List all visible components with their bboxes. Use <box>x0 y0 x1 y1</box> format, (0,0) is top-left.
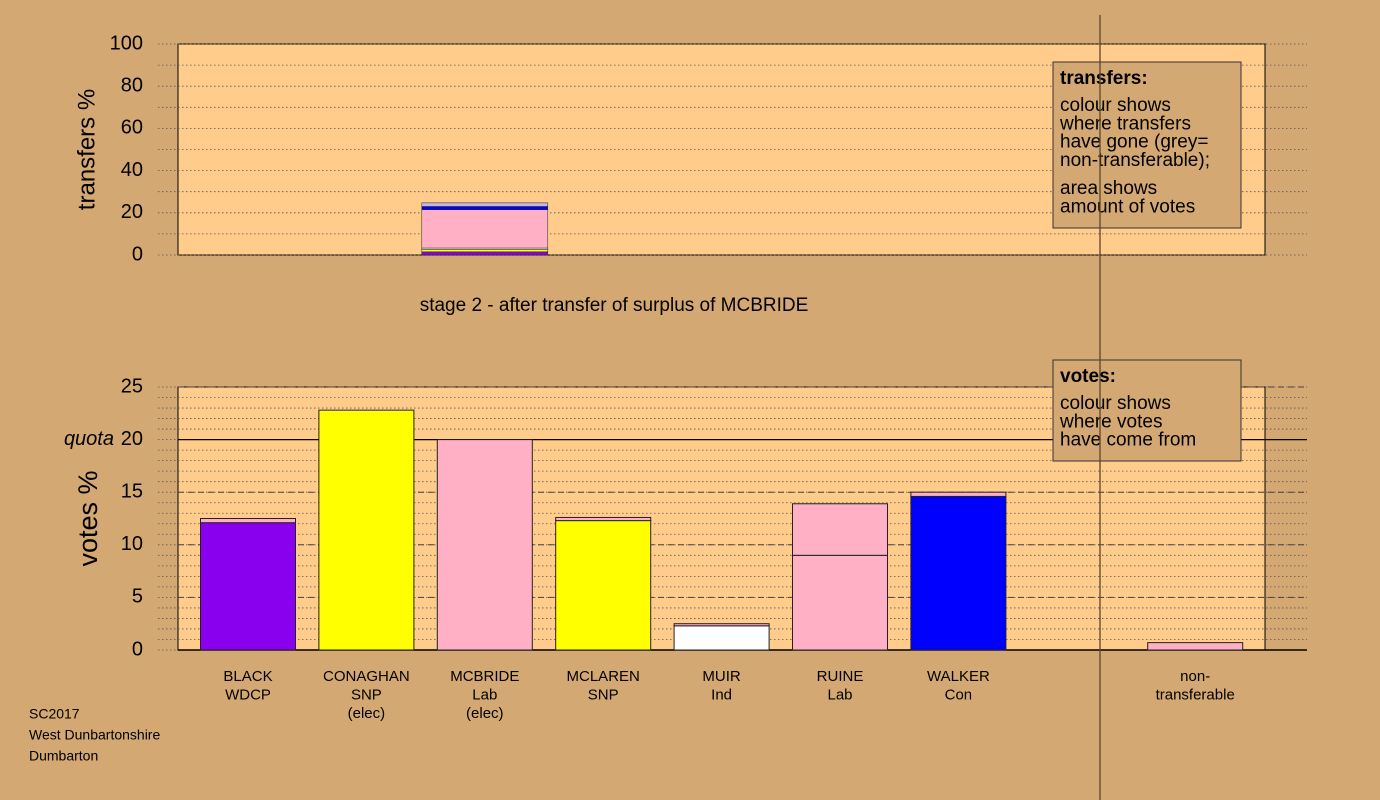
x-tick-label: SNP <box>588 686 619 703</box>
x-tick-label: Lab <box>827 686 852 703</box>
note-text: have come from <box>1060 430 1196 451</box>
bar-segment <box>792 554 888 651</box>
note-text: amount of votes <box>1060 197 1195 218</box>
y-tick-label: 40 <box>121 159 143 181</box>
bar-segment <box>792 503 888 556</box>
y-tick-label: 0 <box>132 638 143 660</box>
note-title: transfers: <box>1060 68 1148 89</box>
footer-text: Dumbarton <box>29 748 98 764</box>
bar-segment <box>436 439 533 651</box>
y-tick-label: 10 <box>121 533 143 555</box>
y-tick-label: 100 <box>110 32 143 54</box>
y-axis-title: transfers % <box>73 89 100 210</box>
bar-segment <box>910 495 1007 651</box>
bar-segment <box>555 516 652 522</box>
x-tick-label: BLACK <box>223 668 272 685</box>
x-tick-label: (elec) <box>466 705 504 722</box>
bar-segment <box>555 520 652 651</box>
note-text: have gone (grey= <box>1060 132 1208 153</box>
y-tick-label: 20 <box>121 428 143 450</box>
note-text: colour shows <box>1060 393 1171 414</box>
x-tick-label: MCBRIDE <box>450 668 519 685</box>
y-tick-label: 25 <box>121 375 143 397</box>
note-text: colour shows <box>1060 95 1171 116</box>
footer-text: West Dunbartonshire <box>29 727 160 743</box>
x-tick-label: Ind <box>711 686 732 703</box>
bar-segment <box>421 206 549 210</box>
x-tick-label: WALKER <box>927 668 990 685</box>
caption: stage 2 - after transfer of surplus of M… <box>420 295 809 316</box>
footer-text: SC2017 <box>29 706 80 722</box>
bar-segment <box>673 625 770 651</box>
quota-label: quota <box>64 428 114 450</box>
x-tick-label: Lab <box>472 686 497 703</box>
x-tick-label: Con <box>945 686 973 703</box>
bar-segment <box>200 518 296 524</box>
bar-segment <box>200 522 296 651</box>
y-axis-title: votes % <box>73 470 103 566</box>
note-box <box>1052 359 1242 462</box>
note-text: where votes <box>1059 411 1162 432</box>
note-box <box>1052 61 1242 229</box>
y-tick-label: 0 <box>132 243 143 265</box>
bar-segment <box>1147 642 1244 651</box>
bar-segment <box>421 209 549 249</box>
bar-segment <box>673 623 770 627</box>
bar-segment <box>421 251 549 256</box>
x-tick-label: (elec) <box>348 705 386 722</box>
x-tick-label: transferable <box>1156 686 1235 703</box>
x-tick-label: CONAGHAN <box>323 668 410 685</box>
bar-segment <box>318 409 415 651</box>
bar-segment <box>910 491 1007 497</box>
x-tick-label: non- <box>1180 668 1210 685</box>
x-tick-label: WDCP <box>225 686 271 703</box>
y-tick-label: 20 <box>121 201 143 223</box>
y-tick-label: 5 <box>132 586 143 608</box>
note-text: non-transferable); <box>1060 150 1210 171</box>
bar-segment <box>421 249 549 253</box>
x-tick-label: RUINE <box>817 668 864 685</box>
note-text: area shows <box>1060 178 1157 199</box>
y-tick-label: 80 <box>121 74 143 96</box>
note-title: votes: <box>1060 366 1116 387</box>
bar-segment <box>421 202 549 207</box>
x-tick-label: MCLAREN <box>567 668 640 685</box>
note-text: where transfers <box>1059 113 1191 134</box>
x-tick-label: MUIR <box>702 668 740 685</box>
y-tick-label: 60 <box>121 117 143 139</box>
y-tick-label: 15 <box>121 480 143 502</box>
x-tick-label: SNP <box>351 686 382 703</box>
